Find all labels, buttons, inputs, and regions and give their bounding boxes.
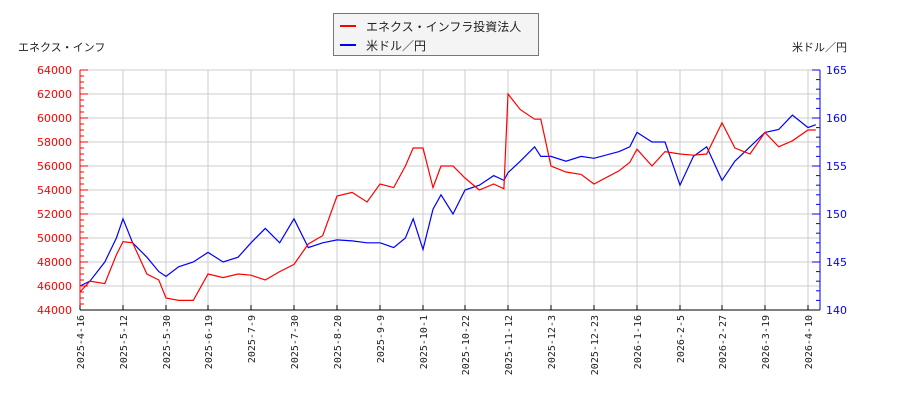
- x-axis-tick-label: 2025-4-16: [76, 315, 87, 369]
- right-axis-tick-label: 140: [826, 304, 847, 317]
- legend-item-enex: エネクス・インフラ投資法人: [340, 17, 521, 35]
- x-axis-tick-label: 2025-11-12: [504, 315, 515, 375]
- left-axis-tick-label: 44000: [37, 304, 72, 317]
- right-axis-tick-label: 155: [826, 160, 847, 173]
- x-axis-tick-label: 2025-7-30: [290, 315, 301, 369]
- x-axis-tick-label: 2025-12-23: [590, 315, 601, 375]
- left-axis-tick-label: 48000: [37, 256, 72, 269]
- left-axis-tick-label: 64000: [37, 64, 72, 77]
- x-axis-tick-label: 2025-10-22: [461, 315, 472, 375]
- legend: エネクス・インフラ投資法人 米ドル／円: [333, 13, 539, 56]
- left-axis-tick-label: 58000: [37, 136, 72, 149]
- x-axis-tick-label: 2026-4-10: [804, 315, 815, 369]
- x-axis-tick-label: 2026-3-19: [761, 315, 772, 369]
- enex-price-line: [79, 92, 816, 301]
- red-line-swatch-icon: [340, 25, 356, 27]
- axes: 44000 46000 48000 50000 52000 54000 56000 58000…: [37, 64, 847, 375]
- x-axis-tick-label: 2025-5-12: [119, 315, 130, 369]
- grid-lines: [79, 69, 820, 311]
- x-axis-tick-label: 2026-2-27: [718, 315, 729, 369]
- x-axis-tick-label: 2025-10-1: [419, 315, 430, 369]
- legend-label-enex: エネクス・インフラ投資法人: [366, 19, 522, 34]
- right-axis-tick-label: 160: [826, 112, 847, 125]
- x-axis-tick-label: 2025-5-30: [162, 315, 173, 369]
- x-axis-tick-label: 2026-1-16: [633, 315, 644, 369]
- left-axis-tick-label: 52000: [37, 208, 72, 221]
- left-axis-tick-label: 56000: [37, 160, 72, 173]
- plot-area: [79, 92, 817, 301]
- left-axis-tick-label: 54000: [37, 184, 72, 197]
- blue-line-swatch-icon: [340, 44, 356, 46]
- left-axis-tick-label: 46000: [37, 280, 72, 293]
- x-axis-tick-label: 2025-7-9: [247, 315, 258, 363]
- left-axis-tick-label: 62000: [37, 88, 72, 101]
- x-axis-tick-label: 2025-9-9: [376, 315, 387, 363]
- right-axis-tick-label: 150: [826, 208, 847, 221]
- x-axis-tick-label: 2026-2-5: [676, 315, 687, 363]
- right-axis-title: 米ドル／円: [792, 41, 847, 54]
- x-axis-tick-label: 2025-12-3: [547, 315, 558, 369]
- left-axis-title: エネクス・インフ: [18, 41, 106, 54]
- legend-item-usdjpy: 米ドル／円: [340, 36, 426, 54]
- usdjpy-line: [79, 114, 817, 287]
- right-axis-tick-label: 165: [826, 64, 847, 77]
- left-axis-tick-label: 60000: [37, 112, 72, 125]
- x-axis-tick-label: 2025-8-20: [333, 315, 344, 369]
- x-axis-tick-label: 2025-6-19: [204, 315, 215, 369]
- legend-label-usdjpy: 米ドル／円: [366, 38, 427, 53]
- right-axis-tick-label: 145: [826, 256, 847, 269]
- left-axis-tick-label: 50000: [37, 232, 72, 245]
